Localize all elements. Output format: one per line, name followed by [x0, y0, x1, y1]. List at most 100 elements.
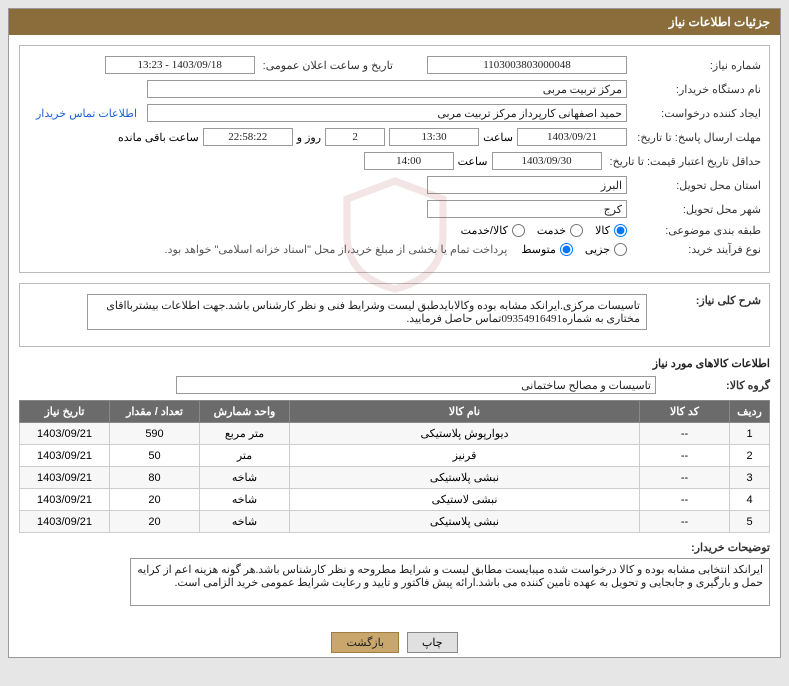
- cell: --: [640, 423, 730, 445]
- print-button[interactable]: چاپ: [407, 632, 458, 653]
- payment-note: پرداخت تمام یا بخشی از مبلغ خرید،از محل …: [165, 243, 508, 256]
- table-row: 4--نبشی لاستیکیشاخه201403/09/21: [20, 489, 770, 511]
- city-label: شهر محل تحویل:: [631, 203, 761, 216]
- radio-minor-input[interactable]: [614, 243, 627, 256]
- radio-minor[interactable]: جزیی: [585, 243, 627, 256]
- cell: 5: [730, 511, 770, 533]
- validity-date-input[interactable]: [492, 152, 602, 170]
- radio-service-input[interactable]: [570, 224, 583, 237]
- desc-label: شرح کلی نیاز:: [651, 294, 761, 307]
- cell: دیوارپوش پلاستیکی: [290, 423, 640, 445]
- table-row: 5--نبشی پلاستیکیشاخه201403/09/21: [20, 511, 770, 533]
- row-province: استان محل تحویل:: [28, 176, 761, 194]
- row-need-no: شماره نیاز: تاریخ و ساعت اعلان عمومی:: [28, 56, 761, 74]
- cell: 1403/09/21: [20, 511, 110, 533]
- contact-link[interactable]: اطلاعات تماس خریدار: [36, 107, 137, 120]
- row-desc: شرح کلی نیاز: تاسیسات مرکزی.ایرانکد مشاب…: [28, 294, 761, 330]
- cell: 4: [730, 489, 770, 511]
- province-input[interactable]: [427, 176, 627, 194]
- row-city: شهر محل تحویل:: [28, 200, 761, 218]
- cell: قرنیز: [290, 445, 640, 467]
- row-validity: حداقل تاریخ اعتبار قیمت: تا تاریخ: ساعت: [28, 152, 761, 170]
- hms-remaining-input[interactable]: [203, 128, 293, 146]
- cell: 3: [730, 467, 770, 489]
- row-buyer-org: نام دستگاه خریدار:: [28, 80, 761, 98]
- remaining-suffix: ساعت باقی مانده: [118, 131, 199, 144]
- items-title: اطلاعات کالاهای مورد نیاز: [19, 357, 770, 370]
- buyer-notes-label: توضیحات خریدار:: [660, 541, 770, 554]
- process-label: نوع فرآیند خرید:: [631, 243, 761, 256]
- radio-goods-service[interactable]: کالا/خدمت: [461, 224, 525, 237]
- desc-fieldset: شرح کلی نیاز: تاسیسات مرکزی.ایرانکد مشاب…: [19, 283, 770, 347]
- row-group: گروه کالا:: [19, 376, 770, 394]
- cell: 1403/09/21: [20, 445, 110, 467]
- cell: شاخه: [200, 489, 290, 511]
- panel-title: جزئیات اطلاعات نیاز: [9, 9, 780, 35]
- cell: --: [640, 467, 730, 489]
- button-bar: چاپ بازگشت: [9, 622, 780, 657]
- table-head: ردیفکد کالانام کالاواحد شمارشتعداد / مقد…: [20, 401, 770, 423]
- cell: 1: [730, 423, 770, 445]
- items-table: ردیفکد کالانام کالاواحد شمارشتعداد / مقد…: [19, 400, 770, 533]
- radio-service[interactable]: خدمت: [537, 224, 583, 237]
- deadline-date-input[interactable]: [517, 128, 627, 146]
- requester-input[interactable]: [147, 104, 627, 122]
- cell: نبشی پلاستیکی: [290, 511, 640, 533]
- group-input[interactable]: [176, 376, 656, 394]
- cell: 1403/09/21: [20, 489, 110, 511]
- radio-medium-input[interactable]: [560, 243, 573, 256]
- announce-label: تاریخ و ساعت اعلان عمومی:: [259, 59, 393, 72]
- main-panel: جزئیات اطلاعات نیاز شماره نیاز: تاریخ و …: [8, 8, 781, 658]
- col-2: نام کالا: [290, 401, 640, 423]
- desc-textarea[interactable]: تاسیسات مرکزی.ایرانکد مشابه بوده وکالابا…: [87, 294, 647, 330]
- deadline-time-input[interactable]: [389, 128, 479, 146]
- cell: --: [640, 511, 730, 533]
- need-no-input[interactable]: [427, 56, 627, 74]
- requester-label: ایجاد کننده درخواست:: [631, 107, 761, 120]
- validity-label: حداقل تاریخ اعتبار قیمت: تا تاریخ:: [606, 155, 761, 168]
- province-label: استان محل تحویل:: [631, 179, 761, 192]
- cell: 20: [110, 511, 200, 533]
- deadline-label: مهلت ارسال پاسخ: تا تاریخ:: [631, 131, 761, 144]
- table-row: 3--نبشی پلاستیکیشاخه801403/09/21: [20, 467, 770, 489]
- days-remaining-input[interactable]: [325, 128, 385, 146]
- validity-time-input[interactable]: [364, 152, 454, 170]
- buyer-notes-textarea[interactable]: ایرانکد انتخابی مشابه بوده و کالا درخواس…: [130, 558, 770, 606]
- table-body: 1--دیوارپوش پلاستیکیمتر مربع5901403/09/2…: [20, 423, 770, 533]
- cell: 80: [110, 467, 200, 489]
- announce-input[interactable]: [105, 56, 255, 74]
- row-buyer-notes: توضیحات خریدار: ایرانکد انتخابی مشابه بو…: [19, 541, 770, 606]
- cell: متر مربع: [200, 423, 290, 445]
- row-requester: ایجاد کننده درخواست: اطلاعات تماس خریدار: [28, 104, 761, 122]
- row-process: نوع فرآیند خرید: جزیی متوسط پرداخت تمام …: [28, 243, 761, 256]
- cell: 590: [110, 423, 200, 445]
- cell: متر: [200, 445, 290, 467]
- cell: نبشی لاستیکی: [290, 489, 640, 511]
- city-input[interactable]: [427, 200, 627, 218]
- cell: 20: [110, 489, 200, 511]
- cell: 50: [110, 445, 200, 467]
- table-header-row: ردیفکد کالانام کالاواحد شمارشتعداد / مقد…: [20, 401, 770, 423]
- buyer-org-input[interactable]: [147, 80, 627, 98]
- cell: شاخه: [200, 467, 290, 489]
- radio-goods-input[interactable]: [614, 224, 627, 237]
- row-category: طبقه بندی موضوعی: کالا خدمت کالا/خدمت: [28, 224, 761, 237]
- category-radios: کالا خدمت کالا/خدمت: [461, 224, 627, 237]
- process-radios: جزیی متوسط: [521, 243, 627, 256]
- radio-goods[interactable]: کالا: [595, 224, 627, 237]
- radio-medium[interactable]: متوسط: [521, 243, 573, 256]
- col-0: ردیف: [730, 401, 770, 423]
- table-row: 2--قرنیزمتر501403/09/21: [20, 445, 770, 467]
- cell: نبشی پلاستیکی: [290, 467, 640, 489]
- col-1: کد کالا: [640, 401, 730, 423]
- radio-goods-service-input[interactable]: [512, 224, 525, 237]
- back-button[interactable]: بازگشت: [331, 632, 399, 653]
- col-3: واحد شمارش: [200, 401, 290, 423]
- cell: 1403/09/21: [20, 467, 110, 489]
- category-label: طبقه بندی موضوعی:: [631, 224, 761, 237]
- group-label: گروه کالا:: [660, 379, 770, 392]
- buyer-org-label: نام دستگاه خریدار:: [631, 83, 761, 96]
- need-no-label: شماره نیاز:: [631, 59, 761, 72]
- panel-body: شماره نیاز: تاریخ و ساعت اعلان عمومی: نا…: [9, 35, 780, 622]
- time-word-1: ساعت: [483, 131, 513, 144]
